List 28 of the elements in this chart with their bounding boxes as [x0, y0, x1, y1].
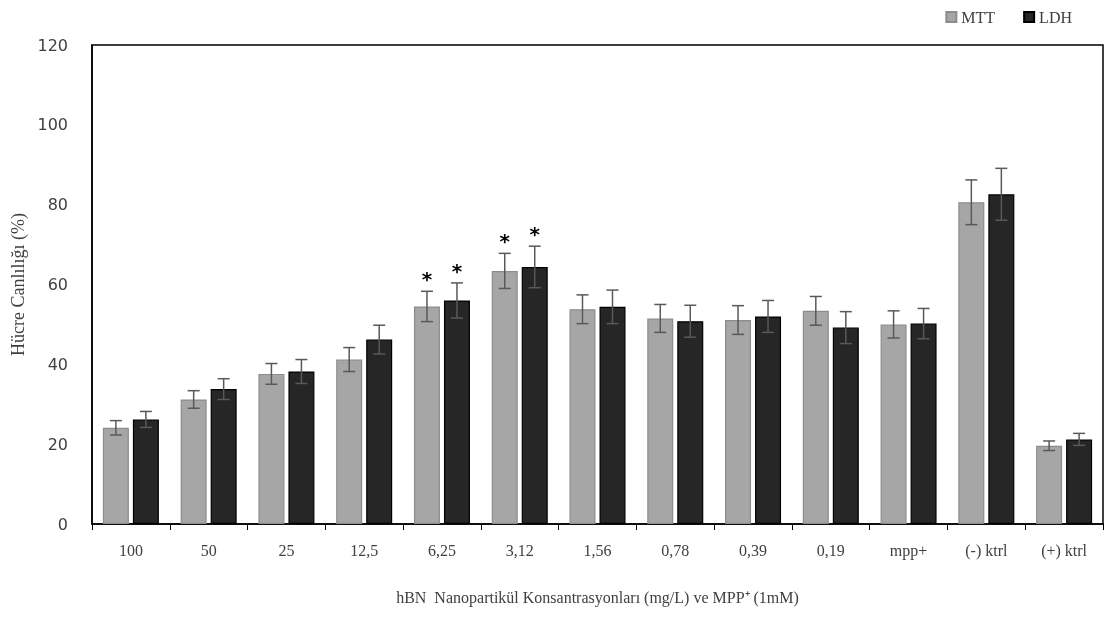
x-tick-label: 50: [200, 541, 217, 559]
x-tick-label: mpp+: [889, 541, 928, 560]
y-axis-title: Hücre Canlılığı (%): [7, 213, 29, 356]
y-tick-label: 0: [57, 514, 68, 534]
x-tick-label: (+) ktrl: [1041, 541, 1088, 560]
x-tick-label: 25: [278, 541, 295, 559]
x-tick-label: 0,78: [661, 541, 690, 559]
x-tick-label: 1,56: [583, 541, 612, 559]
x-tick-label: 6,25: [427, 541, 456, 559]
y-tick-label: 40: [47, 354, 68, 374]
y-tick-label: 80: [47, 195, 68, 215]
annotation: *: [421, 267, 433, 292]
x-tick-label: 3,12: [505, 541, 534, 559]
legend-label: LDH: [1039, 8, 1073, 26]
y-tick-label: 120: [37, 35, 68, 55]
x-tick-label: 0,39: [739, 541, 768, 559]
x-tick-label: 0,19: [816, 541, 845, 559]
x-tick-label: 100: [118, 541, 143, 559]
annotation: *: [529, 222, 541, 247]
y-tick-label: 100: [37, 115, 68, 135]
y-tick-label: 20: [47, 434, 68, 454]
x-tick-label: 12,5: [350, 541, 379, 559]
y-tick-label: 60: [47, 275, 68, 294]
annotation: *: [451, 258, 463, 283]
legend-label: MTT: [961, 8, 996, 26]
annotation: *: [499, 229, 511, 254]
x-tick-label: (-) ktrl: [965, 541, 1008, 560]
x-axis-title: hBN Nanopartikül Konsantrasyonları (mg/L) ve MPP⁺ (1mM): [396, 588, 799, 607]
